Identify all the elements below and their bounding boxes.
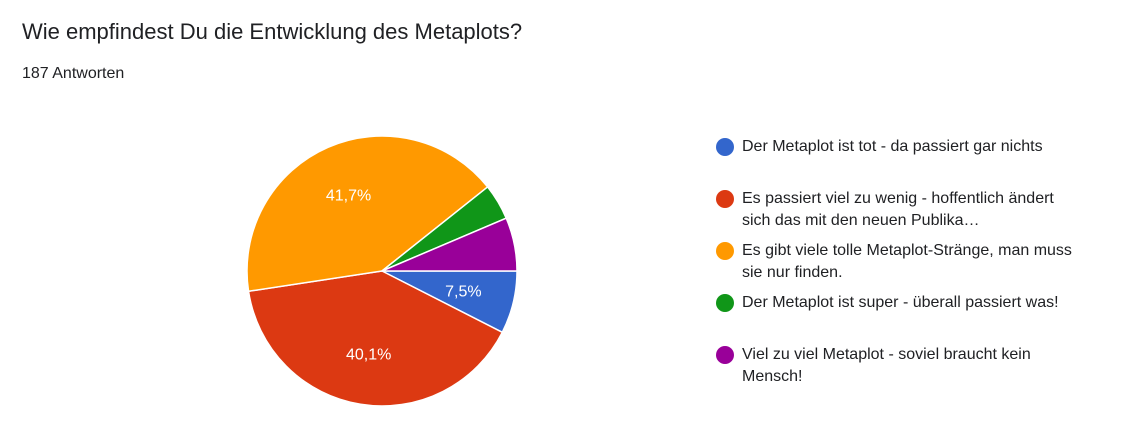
legend-color-dot: [716, 138, 734, 156]
pie-data-label: 41,7%: [326, 187, 371, 204]
legend-label: Viel zu viel Metaplot - soviel braucht k…: [742, 346, 1031, 385]
chart-legend: Der Metaplot ist tot - da passiert gar n…: [716, 136, 1086, 396]
legend-label: Der Metaplot ist tot - da passiert gar n…: [742, 138, 1043, 155]
legend-color-dot: [716, 294, 734, 312]
pie-data-label: 40,1%: [346, 347, 391, 364]
legend-color-dot: [716, 190, 734, 208]
legend-item[interactable]: Der Metaplot ist super - überall passier…: [716, 292, 1086, 344]
legend-item[interactable]: Es gibt viele tolle Metaplot-Stränge, ma…: [716, 240, 1086, 292]
legend-color-dot: [716, 346, 734, 364]
legend-label: Es gibt viele tolle Metaplot-Stränge, ma…: [742, 242, 1072, 281]
legend-color-dot: [716, 242, 734, 260]
pie-data-label: 7,5%: [445, 284, 481, 301]
pie-slice-zu-viel[interactable]: [381, 217, 518, 272]
legend-label: Es passiert viel zu wenig - hoffentlich …: [742, 190, 1054, 229]
legend-item[interactable]: Es passiert viel zu wenig - hoffentlich …: [716, 188, 1086, 240]
pie-slice-zu-wenig[interactable]: [247, 270, 504, 407]
legend-label: Der Metaplot ist super - überall passier…: [742, 294, 1059, 311]
response-count: 187 Antworten: [22, 65, 125, 82]
question-title: Wie empfindest Du die Entwicklung des Me…: [22, 19, 523, 44]
pie-chart: 7,5% 40,1% 41,7%: [246, 135, 518, 407]
legend-item[interactable]: Viel zu viel Metaplot - soviel braucht k…: [716, 344, 1086, 396]
pie-slice-tolle-straenge[interactable]: [246, 135, 489, 293]
legend-item[interactable]: Der Metaplot ist tot - da passiert gar n…: [716, 136, 1086, 188]
